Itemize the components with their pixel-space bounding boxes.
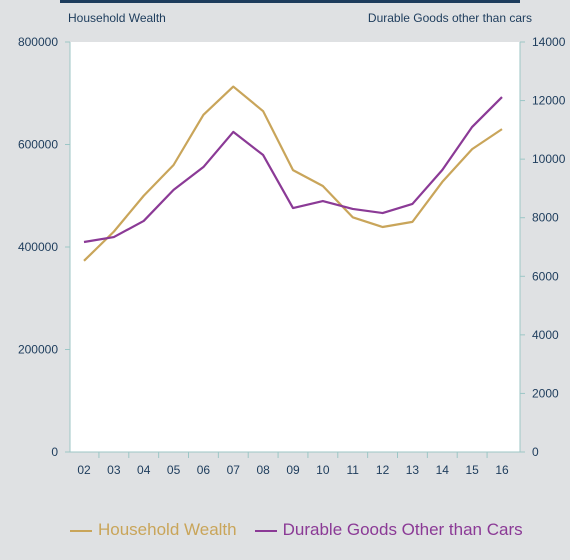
x-tick-label: 05 <box>167 463 181 477</box>
legend-label: Durable Goods Other than Cars <box>282 520 523 539</box>
y2-tick-label: 12000 <box>532 94 566 108</box>
x-tick-label: 15 <box>465 463 479 477</box>
x-tick-label: 09 <box>286 463 300 477</box>
x-tick-label: 02 <box>77 463 91 477</box>
x-tick-label: 08 <box>256 463 270 477</box>
legend-label: Household Wealth <box>98 520 237 539</box>
y-tick-label: 800000 <box>18 35 58 49</box>
x-tick-label: 16 <box>495 463 509 477</box>
x-tick-label: 10 <box>316 463 330 477</box>
legend-item: Household Wealth <box>70 520 237 540</box>
x-tick-label: 12 <box>376 463 390 477</box>
legend-item: Durable Goods Other than Cars <box>254 520 523 540</box>
legend: Household Wealth Durable Goods Other than… <box>70 520 550 540</box>
y-tick-label: 400000 <box>18 240 58 254</box>
x-tick-label: 14 <box>436 463 450 477</box>
y2-tick-label: 6000 <box>532 269 559 283</box>
y2-tick-label: 10000 <box>532 152 566 166</box>
y2-tick-label: 14000 <box>532 35 566 49</box>
x-tick-label: 13 <box>406 463 420 477</box>
x-tick-label: 11 <box>346 463 359 477</box>
series-line <box>83 85 503 262</box>
top-rule <box>60 0 520 3</box>
x-tick-label: 03 <box>107 463 121 477</box>
x-tick-label: 07 <box>227 463 241 477</box>
y2-tick-label: 8000 <box>532 211 559 225</box>
y-axis-title: Household Wealth <box>68 11 166 25</box>
chart: Household Wealth Durable Goods other tha… <box>18 0 566 477</box>
x-tick-label: 06 <box>197 463 211 477</box>
y-tick-label: 200000 <box>18 343 58 357</box>
legend-swatch <box>254 530 277 532</box>
y2-tick-label: 4000 <box>532 328 559 342</box>
x-tick-label: 04 <box>137 463 151 477</box>
y2-axis-title: Durable Goods other than cars <box>368 11 532 25</box>
y-tick-label: 0 <box>51 445 58 459</box>
y2-tick-label: 0 <box>532 445 539 459</box>
y-tick-label: 600000 <box>18 138 58 152</box>
plot-area <box>70 42 520 452</box>
y2-tick-label: 2000 <box>532 386 559 400</box>
legend-swatch <box>70 530 92 532</box>
series-line <box>83 96 503 244</box>
